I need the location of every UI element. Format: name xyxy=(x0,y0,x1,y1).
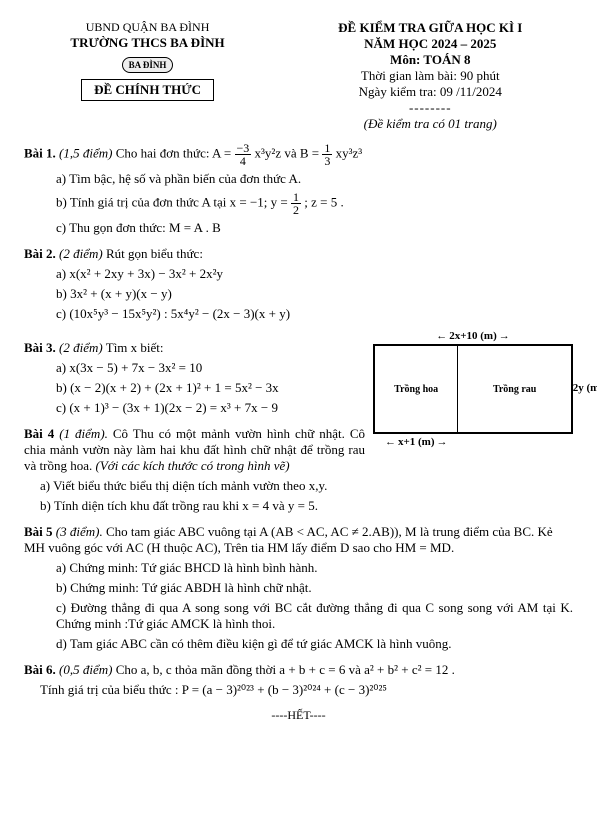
bai4-score: (1 điểm). xyxy=(59,426,108,441)
bai6-line2: Tính giá trị của biểu thức : P = (a − 3)… xyxy=(40,682,573,698)
bai-6: Bài 6. (0,5 điểm) Cho a, b, c thỏa mãn đ… xyxy=(24,662,573,698)
bai5-d: d) Tam giác ABC cần có thêm điều kiện gì… xyxy=(56,636,573,652)
garden-figure: ←2x+10 (m)→ Trồng hoa Trồng rau 2y (m) ←… xyxy=(373,330,573,448)
date-line: Ngày kiểm tra: 09 /11/2024 xyxy=(288,84,573,100)
bai3-bai4-row: Bài 3. (2 điểm) Tìm x biết: a) x(3x − 5)… xyxy=(24,330,573,494)
frac-A: −34 xyxy=(235,142,252,167)
bai1-a: a) Tìm bậc, hệ số và phần biến của đơn t… xyxy=(56,171,573,187)
bai5-c: c) Đường thẳng đi qua A song song với BC… xyxy=(56,600,573,632)
bai1-intro-a: Cho hai đơn thức: A = xyxy=(116,145,235,160)
bai5-b: b) Chứng minh: Tứ giác ABDH là hình chữ … xyxy=(56,580,573,596)
dash-line: -------- xyxy=(288,100,573,116)
bai3-title: Bài 3. xyxy=(24,340,56,355)
frac-half: 12 xyxy=(291,191,301,216)
bai-1: Bài 1. (1,5 điểm) Cho hai đơn thức: A = … xyxy=(24,142,573,236)
bai1-score: (1,5 điểm) xyxy=(59,145,112,160)
bai5-score: (3 điểm). xyxy=(56,524,103,539)
bai3-a: a) x(3x − 5) + 7x − 3x² = 10 xyxy=(56,360,365,376)
bai2-score: (2 điểm) xyxy=(59,246,103,261)
page-note: (Đề kiểm tra có 01 trang) xyxy=(288,116,573,132)
garden-right-cell: Trồng rau xyxy=(458,346,571,432)
bai5-a: a) Chứng minh: Tứ giác BHCD là hình bình… xyxy=(56,560,573,576)
bai1-title: Bài 1. xyxy=(24,145,56,160)
bai2-b: b) 3x² + (x + y)(x − y) xyxy=(56,286,573,302)
garden-box: Trồng hoa Trồng rau 2y (m) xyxy=(373,344,573,434)
bai5-intro: Cho tam giác ABC vuông tại A (AB < AC, A… xyxy=(24,524,553,555)
end-line: ----HẾT---- xyxy=(24,708,573,723)
header: UBND QUẬN BA ĐÌNH TRƯỜNG THCS BA ĐÌNH BA… xyxy=(24,20,573,132)
bai6-title: Bài 6. xyxy=(24,662,56,677)
year-line: NĂM HỌC 2024 – 2025 xyxy=(288,36,573,52)
bai5-title: Bài 5 xyxy=(24,524,53,539)
bai3-score: (2 điểm) xyxy=(59,340,103,355)
bai-5: Bài 5 (3 điểm). Cho tam giác ABC vuông t… xyxy=(24,524,573,652)
bai2-c: c) (10x⁵y³ − 15x⁵y²) : 5x⁴y² − (2x − 3)(… xyxy=(56,306,573,322)
duration-line: Thời gian làm bài: 90 phút xyxy=(288,68,573,84)
bai2-intro: Rút gọn biểu thức: xyxy=(106,246,203,261)
school-logo: BA ĐÌNH xyxy=(122,57,174,73)
bai3-intro: Tìm x biết: xyxy=(106,340,164,355)
exam-title: ĐỀ KIỂM TRA GIỮA HỌC KÌ I xyxy=(288,20,573,36)
frac-B: 13 xyxy=(322,142,332,167)
fig-bottom-label: ←x+1 (m)→ xyxy=(385,436,573,448)
garden-left-cell: Trồng hoa xyxy=(375,346,458,432)
bai1-c: c) Thu gọn đơn thức: M = A . B xyxy=(56,220,573,236)
org-line: UBND QUẬN BA ĐÌNH xyxy=(24,20,271,35)
bai6-score: (0,5 điểm) xyxy=(59,662,112,677)
bai-2: Bài 2. (2 điểm) Rút gọn biểu thức: a) x(… xyxy=(24,246,573,322)
official-stamp: ĐỀ CHÍNH THỨC xyxy=(81,79,214,101)
school-line: TRƯỜNG THCS BA ĐÌNH xyxy=(24,35,271,51)
bai4-title: Bài 4 xyxy=(24,426,54,441)
bai2-a: a) x(x² + 2xy + 3x) − 3x² + 2x²y xyxy=(56,266,573,282)
bai3-c: c) (x + 1)³ − (3x + 1)(2x − 2) = x³ + 7x… xyxy=(56,400,365,416)
header-right: ĐỀ KIỂM TRA GIỮA HỌC KÌ I NĂM HỌC 2024 –… xyxy=(288,20,573,132)
bai4-p1i: (Với các kích thước có trong hình vẽ) xyxy=(95,458,289,473)
bai-3: Bài 3. (2 điểm) Tìm x biết: a) x(3x − 5)… xyxy=(24,340,365,416)
fig-top-label: ←2x+10 (m)→ xyxy=(373,330,573,342)
bai3-b: b) (x − 2)(x + 2) + (2x + 1)² + 1 = 5x² … xyxy=(56,380,365,396)
left-text-col: Bài 3. (2 điểm) Tìm x biết: a) x(3x − 5)… xyxy=(24,330,365,494)
bai-4: Bài 4 (1 điểm). Cô Thu có một mảnh vườn … xyxy=(24,426,365,494)
bai1-B-tail: xy³z³ xyxy=(336,145,363,160)
bai6-intro: Cho a, b, c thỏa mãn đồng thời a + b + c… xyxy=(116,662,455,677)
header-left: UBND QUẬN BA ĐÌNH TRƯỜNG THCS BA ĐÌNH BA… xyxy=(24,20,271,132)
fig-side-label: 2y (m) xyxy=(573,382,597,394)
bai1-A-tail: x³y²z và B = xyxy=(255,145,323,160)
bai2-title: Bài 2. xyxy=(24,246,56,261)
bai1-b: b) Tính giá trị của đơn thức A tại x = −… xyxy=(56,191,573,216)
subject-line: Môn: TOÁN 8 xyxy=(288,52,573,68)
bai4-b: b) Tính diện tích khu đất trồng rau khi … xyxy=(40,498,573,514)
bai4-a: a) Viết biểu thức biểu thị diện tích mản… xyxy=(40,478,365,494)
